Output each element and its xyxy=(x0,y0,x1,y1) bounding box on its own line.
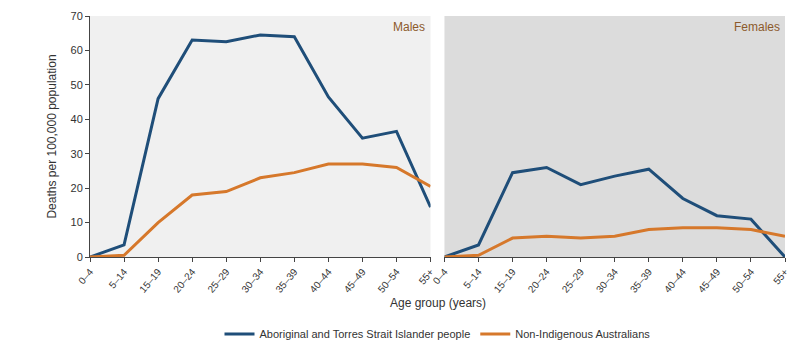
svg-text:40–44: 40–44 xyxy=(307,266,334,295)
svg-text:20: 20 xyxy=(71,182,83,194)
svg-text:20–24: 20–24 xyxy=(526,266,553,295)
svg-text:45–49: 45–49 xyxy=(341,266,368,295)
svg-text:5–14: 5–14 xyxy=(461,266,484,290)
svg-text:0: 0 xyxy=(77,251,83,263)
svg-text:70: 70 xyxy=(71,10,83,22)
svg-text:Deaths per 100,000 population: Deaths per 100,000 population xyxy=(45,54,59,218)
svg-text:Males: Males xyxy=(393,20,425,34)
svg-text:Aboriginal and Torres Strait I: Aboriginal and Torres Strait Islander pe… xyxy=(260,328,471,340)
svg-text:60: 60 xyxy=(71,44,83,56)
svg-text:50–54: 50–54 xyxy=(730,266,757,295)
svg-text:25–29: 25–29 xyxy=(205,266,232,295)
svg-text:10: 10 xyxy=(71,216,83,228)
svg-text:0–4: 0–4 xyxy=(76,266,95,286)
svg-text:15–19: 15–19 xyxy=(492,266,519,295)
svg-text:Non-Indigenous Australians: Non-Indigenous Australians xyxy=(515,328,650,340)
svg-text:Females: Females xyxy=(734,20,780,34)
svg-text:45–49: 45–49 xyxy=(696,266,723,295)
svg-text:20–24: 20–24 xyxy=(171,266,198,295)
svg-text:55+: 55+ xyxy=(417,266,436,286)
svg-text:0–4: 0–4 xyxy=(431,266,450,286)
svg-text:40: 40 xyxy=(71,113,83,125)
svg-text:50: 50 xyxy=(71,79,83,91)
svg-text:15–19: 15–19 xyxy=(137,266,164,295)
svg-text:40–44: 40–44 xyxy=(662,266,689,295)
svg-text:30–34: 30–34 xyxy=(239,266,266,295)
svg-text:5–14: 5–14 xyxy=(107,266,130,290)
svg-text:35–39: 35–39 xyxy=(628,266,655,295)
svg-text:55+: 55+ xyxy=(771,266,790,286)
svg-text:35–39: 35–39 xyxy=(273,266,300,295)
svg-text:30: 30 xyxy=(71,148,83,160)
svg-text:30–34: 30–34 xyxy=(594,266,621,295)
svg-text:Age group (years): Age group (years) xyxy=(390,296,486,310)
svg-text:25–29: 25–29 xyxy=(560,266,587,295)
svg-text:50–54: 50–54 xyxy=(376,266,403,295)
